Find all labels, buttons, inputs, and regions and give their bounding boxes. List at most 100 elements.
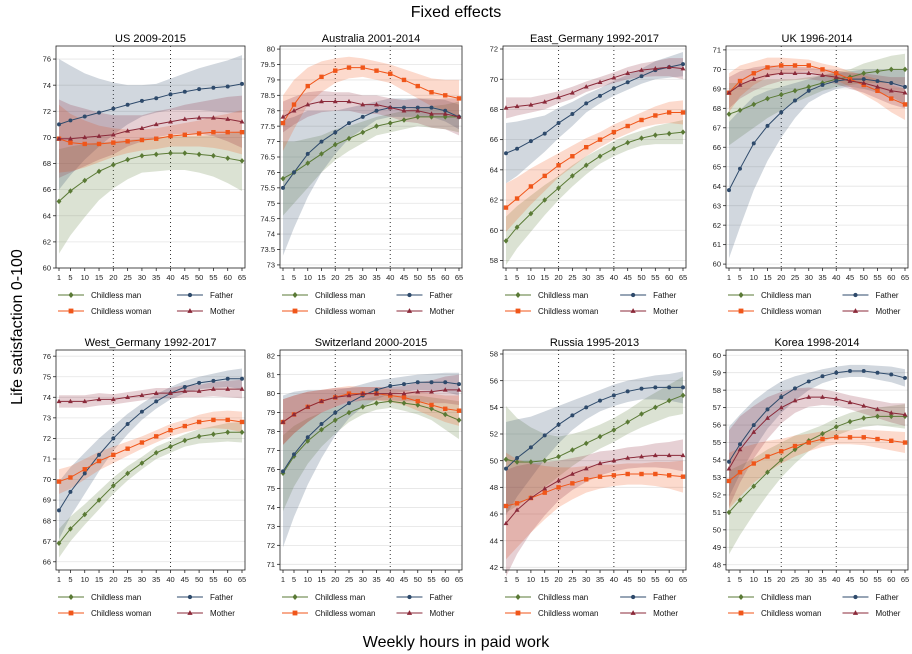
y-tick-label: 55 [713,438,721,447]
data-point-childless-man [196,433,202,440]
data-point-father [515,146,520,151]
panel-west-germany-1992-2017: 66 67 68 69 70 71 72 73 74 75 76 1 5 10 15 20 25 30 35 40 45… [43,337,247,618]
y-tick-label: 80 [267,389,275,398]
data-point-childless-man [305,438,311,444]
data-point-father [182,89,187,94]
data-point-childless-man [806,84,812,90]
data-point-childless-man [319,151,324,157]
data-point-mother [387,390,393,396]
x-tick-label: 20 [331,273,339,282]
y-tick-label: 72 [490,45,498,54]
data-point-childless-man [514,459,520,465]
legend: Childless man Father Childless woman Mother [282,593,455,618]
data-point-father [182,385,187,389]
data-point-childless-woman [503,503,509,509]
y-tick-label: 65 [713,162,721,171]
series-line-father [58,83,243,125]
x-tick-label: 5 [515,575,519,584]
data-point-father [556,422,561,427]
data-point-childless-man [442,114,448,120]
data-point-father [292,170,296,175]
data-point-father [415,380,420,385]
panel-korea-1998-2014: 48 49 50 51 52 53 54 55 56 57 58 59 60 1 5 10 15 20 25 30 35… [713,337,910,618]
data-point-childless-woman [542,173,547,179]
x-tick-label: 30 [582,273,590,282]
data-point-mother [778,70,784,76]
legend-label-father: Father [429,593,452,602]
data-point-childless-man [765,469,770,475]
data-point-childless-woman [415,83,420,89]
data-point-father [611,393,616,398]
data-point-childless-woman [429,402,434,408]
data-point-mother [387,105,393,110]
data-point-childless-woman [291,102,297,107]
panel-title: Switzerland 2000-2015 [315,337,428,349]
y-tick-label: 74 [267,503,275,512]
y-tick-label: 74 [43,393,51,402]
data-point-mother [778,404,784,410]
data-point-father [889,372,894,377]
series-line-childless-man [58,431,242,544]
data-point-father [738,442,742,447]
data-point-father [154,96,159,101]
y-tick-label: 71 [267,560,275,569]
data-point-childless-woman [861,435,866,440]
x-tick-label: 5 [292,575,296,584]
legend-marker-father [407,594,412,600]
data-point-mother [569,471,575,476]
ci-band-mother [729,387,905,508]
data-point-childless-man [415,114,421,120]
y-tick-label: 77 [267,446,275,455]
data-point-father [82,471,87,476]
legend-marker-childless-man [68,594,74,600]
data-point-childless-man [125,470,131,477]
data-point-childless-man [332,417,338,423]
data-point-childless-man [182,150,188,156]
series-line-father [58,378,242,511]
data-point-mother [792,70,798,76]
x-tick-label: 50 [860,575,868,584]
data-point-childless-woman [902,440,908,445]
x-tick-label: 35 [818,575,826,584]
ci-band-father [729,69,905,259]
data-point-mother [875,406,880,412]
data-point-father [305,435,310,440]
x-tick-label: 5 [515,273,519,282]
ci-band-childless-man [59,130,242,254]
data-point-mother [902,411,908,417]
data-point-childless-man [415,402,421,408]
y-tick-label: 44 [490,536,498,545]
x-tick-label: 5 [68,575,72,584]
x-tick-label: 40 [386,273,394,282]
legend-label-mother: Mother [653,307,678,316]
legend-label-mother: Mother [653,609,678,618]
data-point-father [903,375,907,380]
data-point-childless-man [583,162,589,169]
y-tick-label: 54 [490,403,498,412]
data-point-childless-woman [625,123,630,129]
data-point-father [875,79,880,84]
data-point-childless-man [652,132,658,138]
data-point-mother [583,84,589,89]
data-point-mother [332,98,338,104]
data-point-childless-woman [542,490,547,495]
legend: Childless man Father Childless woman Mother [505,593,678,618]
legend-marker-father [187,594,193,600]
data-point-mother [902,90,908,95]
legend-label-mother: Mother [210,609,235,618]
data-point-mother [806,394,812,399]
x-tick-label: 50 [195,575,203,584]
data-point-mother [225,386,231,391]
x-tick-label: 45 [181,273,189,282]
data-point-father [793,386,797,391]
data-point-mother [96,396,102,402]
data-point-mother [680,452,686,458]
data-point-father [402,382,406,387]
ci-band-father [506,371,683,516]
data-point-childless-man [639,135,644,141]
data-point-father [779,110,784,115]
y-tick-label: 73 [267,261,275,270]
data-point-childless-woman [125,446,130,451]
